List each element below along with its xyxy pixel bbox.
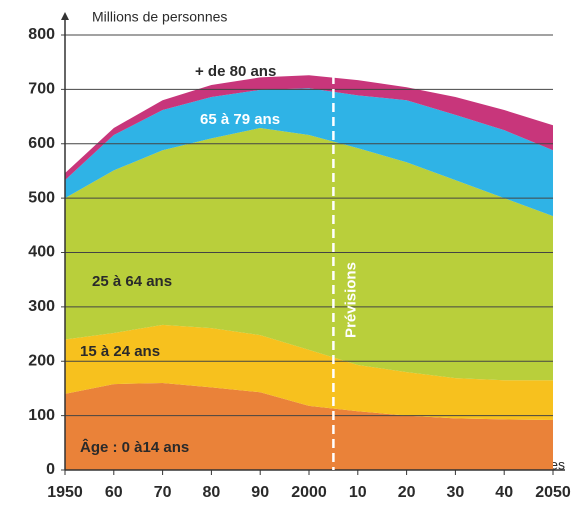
y-tick-label: 800 [28,26,55,43]
y-axis-arrow [61,12,69,20]
y-tick-label: 600 [28,135,55,152]
series-label: + de 80 ans [195,63,276,80]
y-tick-label: 0 [46,461,55,478]
area [65,383,553,470]
x-tick-label: 1950 [47,484,83,501]
y-tick-label: 700 [28,81,55,98]
x-tick-label: 80 [203,484,221,501]
x-tick-label: 60 [105,484,123,501]
y-tick-label: 200 [28,352,55,369]
y-tick-label: 500 [28,189,55,206]
series-label: 65 à 79 ans [200,111,280,128]
y-tick-label: 300 [28,298,55,315]
x-tick-label: 30 [447,484,465,501]
x-tick-label: 70 [154,484,172,501]
x-tick-label: 10 [349,484,367,501]
series-label: 15 à 24 ans [80,343,160,360]
area [65,88,553,217]
area [65,127,553,381]
x-tick-label: 2000 [291,484,327,501]
x-tick-label: 2050 [535,484,571,501]
annotation: Prévisions [342,262,359,338]
x-tick-label: 90 [251,484,269,501]
y-tick-label: 100 [28,407,55,424]
area [65,324,553,420]
series-label: Âge : 0 à14 ans [80,438,189,456]
y-tick-label: 400 [28,244,55,261]
area [65,75,553,181]
series-label: 25 à 64 ans [92,273,172,290]
x-tick-label: 40 [495,484,513,501]
y-axis-label: Millions de personnes [92,9,227,25]
x-tick-label: 20 [398,484,416,501]
